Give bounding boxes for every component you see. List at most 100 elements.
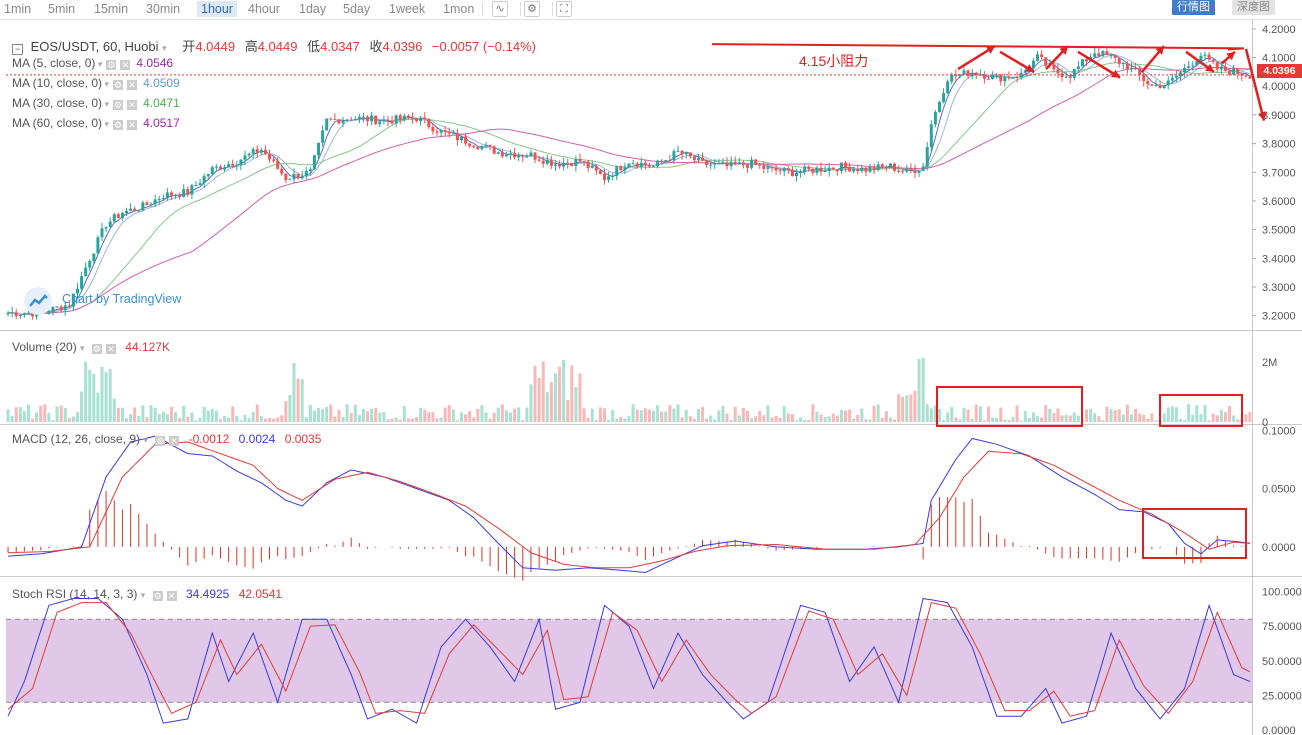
- depth-chart-button[interactable]: 深度图: [1232, 0, 1275, 15]
- settings-icon[interactable]: ⚙: [155, 436, 166, 446]
- ma-menu-icon[interactable]: ▾: [102, 79, 110, 89]
- candle-body: [308, 169, 312, 171]
- candle-body: [835, 169, 839, 172]
- volume-bar: [325, 406, 329, 422]
- volume-bar: [378, 412, 382, 422]
- stoch-tick-label: 50.0000: [1262, 656, 1302, 668]
- settings-icon[interactable]: ⚙: [113, 80, 124, 90]
- candle-body: [1101, 51, 1105, 57]
- volume-bar: [1044, 405, 1048, 422]
- candle-body: [696, 157, 700, 161]
- timeframe-1mon[interactable]: 1mon: [443, 2, 475, 16]
- candle-body: [754, 159, 758, 165]
- volume-bar: [18, 407, 22, 422]
- candle-body: [370, 115, 374, 122]
- candle-body: [357, 116, 361, 120]
- volume-bar: [839, 409, 843, 422]
- volume-bar: [141, 405, 145, 422]
- stoch-tick-label: 25.0000: [1262, 690, 1302, 702]
- macd-menu-icon[interactable]: ▾: [143, 435, 148, 445]
- candle-body: [823, 171, 827, 173]
- candle-body: [901, 170, 905, 172]
- candle-body: [394, 115, 398, 124]
- volume-bar: [415, 417, 419, 422]
- close-icon[interactable]: ✕: [120, 60, 131, 70]
- timeframe-5min[interactable]: 5min: [48, 2, 76, 16]
- timeframe-5day[interactable]: 5day: [343, 2, 371, 16]
- volume-bar: [717, 410, 721, 422]
- arrow-head: [1059, 46, 1068, 55]
- tradingview-watermark[interactable]: Chart by TradingView: [62, 292, 182, 306]
- volume-bar: [202, 406, 206, 422]
- volume-bar: [129, 414, 133, 422]
- settings-icon[interactable]: ⚙: [113, 100, 124, 110]
- candle-body: [549, 159, 553, 166]
- indicator-icon[interactable]: ∿: [492, 1, 508, 17]
- symbol-menu-icon[interactable]: ▾: [162, 43, 167, 53]
- volume-bar: [100, 366, 104, 422]
- candle-body: [14, 312, 18, 317]
- volume-bar: [701, 407, 705, 422]
- stoch-menu-icon[interactable]: ▾: [140, 590, 146, 600]
- volume-bar: [88, 369, 92, 422]
- collapse-icon[interactable]: −: [12, 44, 23, 55]
- close-icon[interactable]: ✕: [166, 591, 177, 601]
- volume-bar: [386, 419, 390, 422]
- arrow-head: [1205, 63, 1214, 72]
- candle-body: [129, 208, 133, 211]
- candle-body: [84, 267, 88, 277]
- volume-highlight-box: [936, 386, 1083, 427]
- close-icon[interactable]: ✕: [127, 80, 138, 90]
- settings-icon[interactable]: ⚙: [91, 344, 102, 354]
- candle-body: [513, 153, 517, 158]
- timeframe-30min[interactable]: 30min: [146, 2, 181, 16]
- settings-icon[interactable]: ⚙: [113, 120, 124, 130]
- ma-menu-icon[interactable]: ▾: [102, 119, 110, 129]
- candle-body: [59, 306, 63, 311]
- timeframe-1min[interactable]: 1min: [4, 2, 32, 16]
- volume-bar: [84, 361, 88, 422]
- timeframe-4hour[interactable]: 4hour: [248, 2, 280, 16]
- volume-bar: [55, 406, 59, 422]
- candle-body: [300, 176, 304, 179]
- timeframe-15min[interactable]: 15min: [94, 2, 129, 16]
- candle-body: [169, 192, 173, 196]
- macd-label: MACD (12, 26, close, 9): [12, 432, 141, 446]
- candle-body: [819, 167, 823, 172]
- volume-menu-icon[interactable]: ▾: [80, 343, 85, 353]
- settings-icon[interactable]: ⚙: [524, 1, 540, 17]
- settings-icon[interactable]: ⚙: [152, 591, 163, 601]
- volume-bar: [272, 418, 276, 422]
- volume-bar: [137, 416, 141, 422]
- volume-bar: [402, 405, 406, 422]
- candle-body: [263, 149, 267, 155]
- volume-bar: [921, 358, 925, 422]
- timeframe-1day[interactable]: 1day: [299, 2, 327, 16]
- settings-icon[interactable]: ⚙: [106, 60, 117, 70]
- candle-body: [402, 115, 406, 120]
- volume-bar: [1179, 419, 1183, 422]
- timeframe-1week[interactable]: 1week: [389, 2, 426, 16]
- candle-body: [112, 214, 116, 222]
- close-icon[interactable]: ✕: [127, 100, 138, 110]
- ma-menu-icon[interactable]: ▾: [95, 59, 103, 69]
- volume-bar: [1023, 410, 1027, 422]
- volume-bar: [1195, 405, 1199, 422]
- ma-menu-icon[interactable]: ▾: [102, 99, 110, 109]
- candle-body: [570, 162, 574, 166]
- volume-bar: [811, 404, 815, 422]
- fullscreen-icon[interactable]: ⛶: [556, 1, 572, 17]
- close-icon[interactable]: ✕: [105, 344, 116, 354]
- timeframe-1hour[interactable]: 1hour: [197, 1, 237, 17]
- candle-body: [995, 74, 999, 76]
- close-icon[interactable]: ✕: [127, 120, 138, 130]
- candle-body: [317, 142, 321, 156]
- candle-body: [1215, 61, 1219, 70]
- price-tick-label: 3.5000: [1262, 225, 1296, 237]
- market-chart-button[interactable]: 行情图: [1172, 0, 1215, 15]
- ma-label: MA (10, close, 0): [12, 76, 103, 90]
- volume-bar: [1011, 416, 1015, 422]
- volume-bar: [447, 405, 451, 422]
- close-icon[interactable]: ✕: [169, 436, 180, 446]
- volume-bar: [116, 407, 120, 422]
